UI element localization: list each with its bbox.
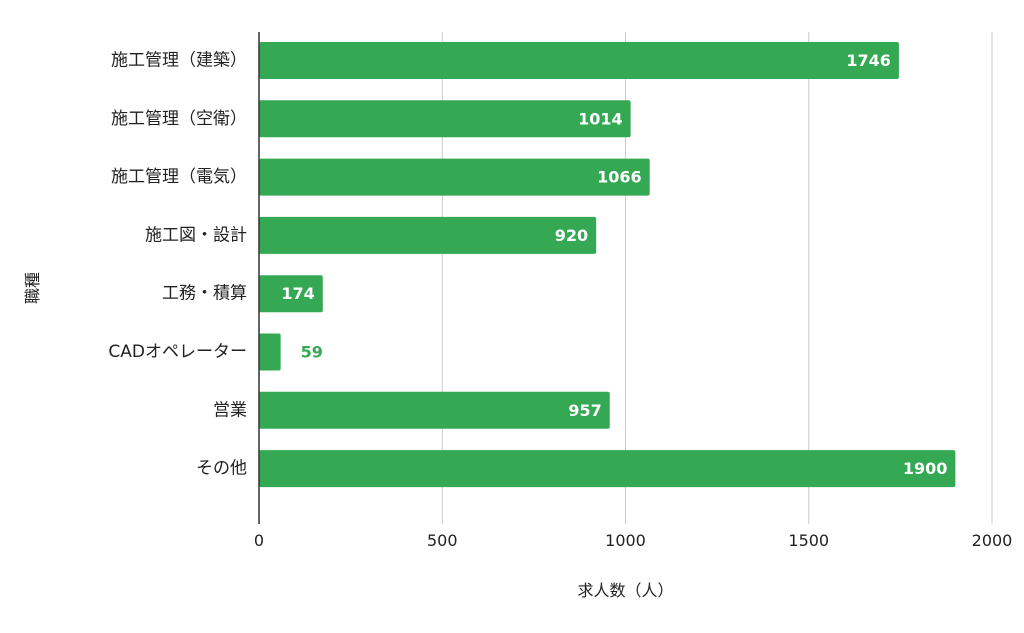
x-tick-label: 0 <box>254 531 264 550</box>
data-label: 1066 <box>597 168 642 187</box>
category-label: 施工管理（空衛） <box>111 109 247 129</box>
data-label: 59 <box>301 343 323 362</box>
data-label: 1900 <box>903 459 948 478</box>
y-axis-title: 職種 <box>23 272 42 304</box>
category-label: 施工管理（建築） <box>111 51 247 71</box>
data-label: 957 <box>568 401 601 420</box>
category-label: CADオペレーター <box>108 342 247 362</box>
x-tick-label: 1500 <box>788 531 829 550</box>
data-label: 920 <box>555 226 588 245</box>
category-label: 営業 <box>213 400 247 420</box>
data-label: 1014 <box>578 109 623 128</box>
x-tick-labels: 0 500 1000 1500 2000 <box>254 531 1012 550</box>
data-label: 1746 <box>846 51 891 70</box>
data-label: 174 <box>281 284 314 303</box>
x-tick-label: 1000 <box>605 531 646 550</box>
x-axis-title: 求人数（人） <box>577 581 673 600</box>
category-label: 施工図・設計 <box>145 225 247 245</box>
category-label: 施工管理（電気） <box>111 167 247 187</box>
bar <box>259 42 899 79</box>
data-labels: 1746 1014 1066 920 174 59 957 1900 <box>281 51 947 478</box>
x-tick-label: 500 <box>427 531 458 550</box>
category-label: 工務・積算 <box>162 284 247 304</box>
bars <box>259 42 956 488</box>
bar <box>259 333 281 371</box>
bar <box>259 275 323 313</box>
x-tick-label: 2000 <box>972 531 1013 550</box>
bar <box>259 216 597 254</box>
bar <box>259 391 610 429</box>
bar <box>259 100 631 138</box>
bar <box>259 450 956 488</box>
category-label: その他 <box>196 459 247 479</box>
bar <box>259 158 650 196</box>
